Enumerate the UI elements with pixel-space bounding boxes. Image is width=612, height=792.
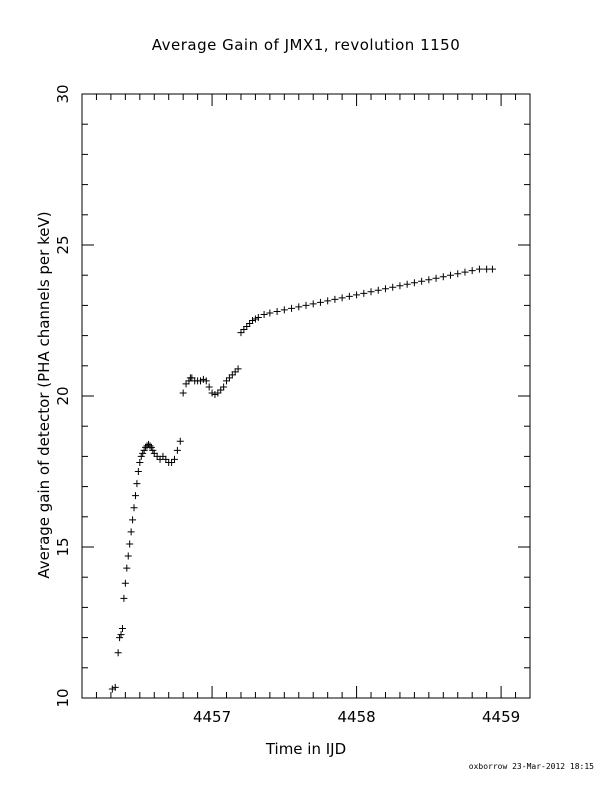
data-point <box>367 288 375 296</box>
data-point <box>260 310 268 318</box>
data-point <box>134 468 142 475</box>
data-point <box>133 480 141 488</box>
data-point <box>331 295 339 303</box>
data-point <box>120 594 128 602</box>
data-point <box>475 265 483 273</box>
data-point <box>150 449 158 457</box>
data-point <box>202 377 210 385</box>
data-point <box>126 540 134 548</box>
y-tick-label: 30 <box>54 84 72 103</box>
data-point <box>136 458 144 466</box>
data-point <box>179 389 187 397</box>
data-point <box>251 315 259 323</box>
data-point <box>345 292 353 300</box>
data-point <box>389 283 397 291</box>
data-point <box>176 437 184 445</box>
data-point <box>273 307 281 315</box>
plot-frame <box>81 93 531 699</box>
data-point <box>127 528 135 536</box>
data-point <box>130 504 138 512</box>
data-point <box>149 446 157 454</box>
data-point <box>131 492 139 500</box>
chart-title: Average Gain of JMX1, revolution 1150 <box>151 36 461 54</box>
data-point <box>223 377 231 385</box>
data-point <box>182 380 190 388</box>
data-point <box>214 389 222 397</box>
data-point <box>302 301 310 309</box>
data-point <box>162 455 170 463</box>
data-point <box>137 452 145 460</box>
y-tick-label: 20 <box>54 386 72 405</box>
data-point <box>288 304 296 312</box>
data-point <box>111 683 119 691</box>
data-point <box>129 516 137 524</box>
data-point <box>374 286 382 294</box>
data-point <box>117 631 125 639</box>
data-point <box>249 317 257 324</box>
data-point <box>139 449 147 457</box>
x-tick-label: 4457 <box>193 708 231 726</box>
data-point <box>324 297 332 305</box>
data-point <box>432 274 440 282</box>
data-point <box>246 320 254 328</box>
data-point <box>144 440 152 448</box>
data-point <box>116 634 124 642</box>
data-point <box>118 625 126 633</box>
data-point <box>231 368 239 376</box>
data-point <box>454 270 462 278</box>
data-point <box>146 442 154 450</box>
y-tick-label: 10 <box>54 688 72 707</box>
data-point <box>147 443 155 451</box>
data-point <box>114 649 122 657</box>
data-point <box>280 306 288 314</box>
data-point <box>211 390 219 398</box>
data-point <box>403 280 411 288</box>
data-point <box>447 271 455 279</box>
data-point <box>108 685 116 693</box>
data-point <box>309 300 317 308</box>
y-tick-label: 15 <box>54 537 72 556</box>
data-point <box>381 285 389 293</box>
data-point <box>418 277 426 285</box>
data-point <box>168 458 176 466</box>
data-point <box>228 371 236 379</box>
data-point <box>360 289 368 297</box>
data-point <box>410 279 418 287</box>
data-point <box>396 282 404 290</box>
data-point <box>254 313 262 321</box>
data-point <box>234 365 242 373</box>
data-point <box>205 383 213 391</box>
data-point <box>140 446 148 454</box>
data-point <box>439 273 447 281</box>
data-point <box>488 265 496 273</box>
x-tick-label: 4459 <box>482 708 520 726</box>
data-point <box>243 323 251 331</box>
data-point <box>266 309 274 317</box>
data-point <box>217 386 225 394</box>
x-tick-label: 4458 <box>337 708 375 726</box>
plot-credit: oxborrow 23-Mar-2012 18:15 <box>468 762 594 771</box>
data-point <box>295 303 303 311</box>
data-point <box>338 294 346 302</box>
data-point <box>170 455 178 463</box>
data-point <box>188 374 196 382</box>
x-axis-label: Time in IJD <box>265 740 347 758</box>
data-point <box>123 564 131 572</box>
data-point <box>220 383 228 391</box>
data-point <box>124 552 132 560</box>
data-point <box>199 375 207 383</box>
data-point <box>173 446 181 454</box>
data-point <box>461 268 469 276</box>
data-point <box>425 276 433 284</box>
data-point <box>121 579 129 587</box>
data-point <box>316 298 324 306</box>
data-point <box>240 326 248 334</box>
data-point <box>237 329 245 337</box>
data-point <box>225 374 233 382</box>
data-point <box>159 452 167 460</box>
data-point <box>353 291 361 299</box>
data-point <box>468 267 476 275</box>
y-tick-label: 25 <box>54 235 72 254</box>
